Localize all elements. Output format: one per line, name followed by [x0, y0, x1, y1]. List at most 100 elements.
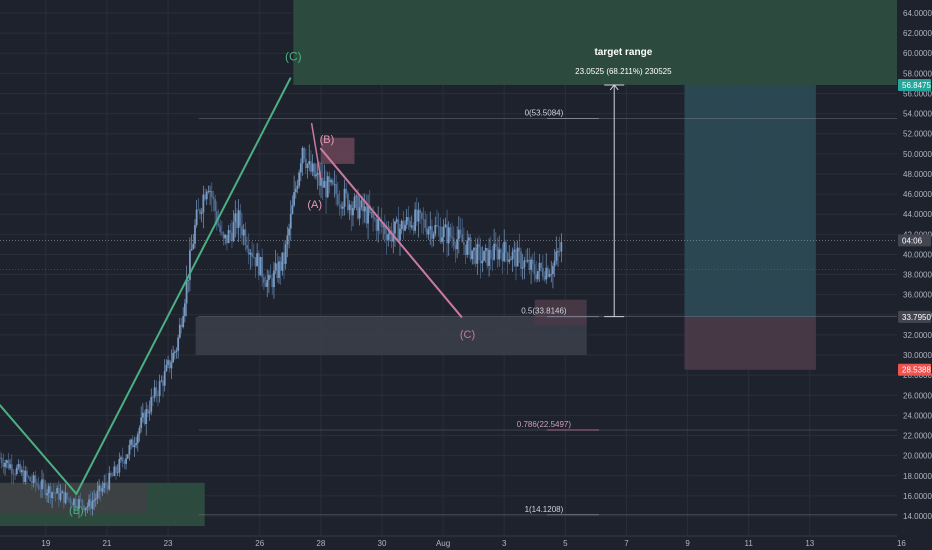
candle-body: [106, 485, 109, 490]
candle-body: [123, 461, 126, 464]
candle-body: [338, 204, 341, 206]
candle-body: [231, 232, 233, 242]
candle-body: [17, 464, 20, 468]
candle-body: [360, 200, 363, 208]
candle-body: [0, 457, 1, 459]
candle-body: [22, 469, 25, 482]
candle-body: [199, 209, 201, 214]
candle-body: [146, 409, 149, 414]
candle-body: [187, 279, 190, 281]
candle-body: [479, 247, 482, 264]
candle-body: [268, 274, 270, 280]
candle-body: [346, 193, 349, 211]
candle-body: [526, 259, 529, 262]
candle-body: [310, 161, 312, 172]
candle-body: [464, 244, 467, 255]
candle-body: [9, 464, 11, 469]
candle-body: [370, 212, 373, 213]
candle-body: [441, 237, 443, 242]
candle-body: [288, 228, 290, 236]
candle-body: [468, 237, 470, 241]
candle-body: [269, 274, 272, 279]
candle-body: [545, 267, 548, 280]
candle-body: [331, 180, 334, 185]
y-tick-label: 36.0000: [903, 291, 932, 300]
wave-b-box: [320, 137, 355, 164]
candle-body: [152, 397, 154, 398]
candle-body: [429, 226, 432, 230]
candle-body: [197, 209, 200, 211]
candle-body: [202, 194, 205, 213]
candle-body: [207, 191, 210, 193]
target-zone-box: [293, 0, 932, 85]
candle-body: [256, 253, 259, 267]
candle-body: [499, 249, 502, 253]
candle-body: [536, 271, 539, 280]
candle-body: [111, 475, 114, 477]
candle-body: [192, 243, 195, 249]
candle-body: [469, 237, 472, 260]
fib-label: 1(14.1208): [525, 505, 564, 514]
candle-body: [557, 251, 559, 253]
candle-body: [266, 279, 269, 287]
candle-body: [57, 488, 60, 500]
candle-body: [39, 488, 42, 490]
candle-body: [173, 351, 176, 353]
candle-body: [220, 232, 223, 233]
candle-body: [113, 466, 116, 476]
y-tick-label: 56.0000: [903, 89, 932, 98]
candle-body: [483, 250, 485, 261]
fib-zone-box: [534, 299, 587, 325]
candle-body: [410, 225, 413, 228]
price-axis-bg: [897, 0, 932, 550]
candle-body: [194, 225, 196, 244]
candle-body: [224, 234, 227, 239]
candle-body: [459, 229, 462, 235]
candle-body: [301, 147, 304, 164]
wave-label-a: (A): [307, 199, 322, 211]
candle-body: [7, 460, 10, 469]
candle-body: [93, 499, 96, 502]
candle-body: [491, 258, 494, 260]
candle-body: [405, 217, 408, 225]
y-tick-label: 24.0000: [903, 411, 932, 420]
candle-body: [535, 274, 538, 280]
candle-body: [246, 244, 248, 249]
candle-body: [504, 241, 507, 253]
candle-body: [336, 194, 339, 205]
candle-body: [439, 227, 442, 242]
candle-body: [330, 180, 332, 183]
candle-body: [368, 205, 371, 213]
candle-body: [489, 249, 492, 259]
candle-body: [15, 467, 18, 474]
candle-body: [222, 232, 225, 239]
candle-body: [279, 261, 282, 271]
candle-body: [555, 251, 558, 261]
candle-body: [367, 205, 369, 224]
candle-body: [168, 360, 171, 369]
candle-body: [27, 476, 30, 478]
candle-body: [399, 228, 401, 241]
candle-body: [437, 225, 440, 228]
candle-body: [62, 491, 65, 504]
candle-body: [160, 380, 163, 382]
candle-body: [383, 226, 386, 235]
candle-body: [548, 274, 551, 277]
candle-body: [523, 260, 526, 268]
candle-body: [252, 256, 255, 258]
x-tick-label: 21: [102, 539, 111, 548]
candle-body: [375, 219, 378, 231]
annotation-labels: (C) (B) (A) (B) (C): [0, 49, 897, 517]
y-tick-label: 52.0000: [903, 130, 932, 139]
candle-body: [10, 464, 13, 474]
candle-body: [210, 190, 213, 197]
candle-body: [357, 195, 359, 219]
candle-body: [251, 252, 253, 257]
candle-body: [528, 259, 531, 270]
candle-body: [461, 234, 464, 243]
candle-body: [274, 263, 277, 271]
wave-lines: [0, 77, 463, 495]
time-axis: 19 21 23 26 28 30 Aug 3 5 7 9 11 13 16: [0, 535, 906, 548]
candle-body: [71, 503, 74, 506]
